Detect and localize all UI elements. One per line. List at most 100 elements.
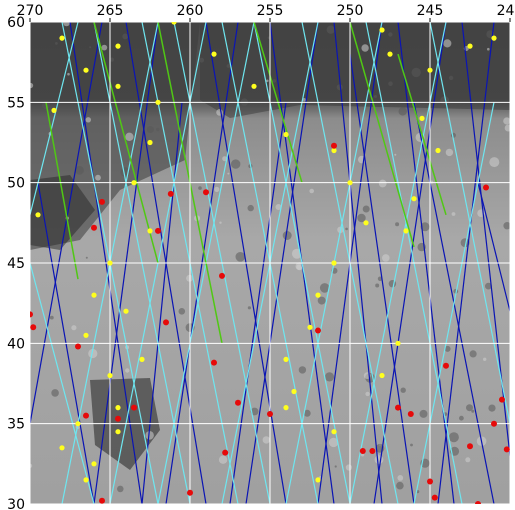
y-tick-label: 40 bbox=[7, 336, 25, 352]
crater bbox=[88, 348, 98, 359]
crater bbox=[145, 431, 154, 440]
observation-dot-red bbox=[75, 343, 81, 350]
observation-dot-red bbox=[163, 319, 169, 326]
crater bbox=[460, 238, 470, 248]
y-tick-label: 45 bbox=[7, 256, 25, 272]
crater bbox=[319, 283, 330, 293]
observation-dot-red bbox=[315, 327, 321, 334]
x-tick-label: 270 bbox=[17, 3, 44, 19]
track-green bbox=[45, 102, 79, 280]
crater bbox=[49, 315, 54, 320]
observation-dot-yellow bbox=[363, 220, 369, 226]
observation-dot-red bbox=[267, 411, 273, 417]
observation-dot-yellow bbox=[403, 228, 409, 234]
crater bbox=[483, 357, 487, 361]
crater bbox=[272, 79, 277, 83]
observation-dot-yellow bbox=[83, 67, 89, 73]
observation-dot-yellow bbox=[315, 292, 321, 298]
crater bbox=[410, 443, 413, 447]
crater bbox=[295, 262, 304, 271]
observation-dot-yellow bbox=[155, 99, 161, 105]
observation-dot-yellow bbox=[315, 477, 321, 483]
observation-dot-yellow bbox=[59, 445, 65, 451]
crater bbox=[445, 148, 454, 157]
observation-dot-red bbox=[91, 224, 97, 231]
crater bbox=[459, 415, 464, 421]
crater bbox=[282, 231, 292, 240]
crater bbox=[394, 153, 397, 156]
crater bbox=[125, 368, 130, 373]
observation-dot-yellow bbox=[291, 388, 297, 395]
crater bbox=[448, 432, 459, 443]
crater bbox=[125, 132, 134, 141]
observation-dot-yellow bbox=[379, 27, 385, 33]
observation-dot-red bbox=[30, 311, 33, 318]
crater bbox=[122, 33, 129, 40]
crater bbox=[75, 165, 84, 175]
observation-dot-yellow bbox=[83, 477, 89, 483]
observation-dot-red bbox=[203, 189, 209, 196]
observation-dot-yellow bbox=[147, 139, 153, 146]
observation-dot-red bbox=[30, 324, 37, 331]
observation-dot-yellow bbox=[307, 324, 313, 330]
observation-dot-yellow bbox=[427, 67, 433, 73]
crater bbox=[374, 455, 384, 464]
crater bbox=[266, 79, 269, 83]
observation-dot-red bbox=[187, 489, 193, 496]
crater bbox=[400, 387, 406, 393]
crater bbox=[326, 25, 335, 34]
dark-terrain-region bbox=[200, 22, 510, 118]
crater bbox=[95, 174, 101, 181]
observation-dot-yellow bbox=[491, 35, 497, 41]
crater bbox=[395, 222, 400, 227]
observation-dot-yellow bbox=[395, 340, 401, 346]
track-blue bbox=[30, 22, 103, 424]
crater bbox=[444, 345, 451, 352]
crater bbox=[451, 212, 456, 216]
observation-dot-yellow bbox=[467, 43, 473, 49]
crater bbox=[109, 57, 114, 62]
observation-dot-red bbox=[503, 446, 510, 453]
observation-dot-yellow bbox=[411, 196, 417, 202]
crater bbox=[317, 296, 326, 305]
y-tick-label: 30 bbox=[7, 497, 25, 510]
crater bbox=[504, 124, 510, 132]
track-cyan bbox=[30, 262, 95, 504]
observation-dot-yellow bbox=[283, 131, 289, 138]
crater bbox=[303, 409, 311, 417]
crater bbox=[146, 126, 154, 133]
observation-dot-yellow bbox=[139, 356, 145, 362]
crater bbox=[178, 308, 186, 315]
crater bbox=[485, 282, 492, 290]
crater bbox=[247, 204, 254, 212]
x-tick-label: 250 bbox=[337, 3, 364, 19]
crater bbox=[489, 157, 500, 168]
observation-dot-red bbox=[369, 448, 376, 454]
crater bbox=[247, 306, 251, 310]
plot-area bbox=[30, 22, 510, 504]
crater bbox=[420, 222, 430, 232]
crater bbox=[30, 82, 34, 89]
observation-dot-yellow bbox=[91, 292, 97, 298]
x-tick-label: 260 bbox=[177, 3, 204, 19]
crater bbox=[101, 44, 108, 51]
crater bbox=[85, 256, 88, 259]
crater bbox=[71, 325, 77, 331]
observation-dot-yellow bbox=[131, 180, 137, 186]
observation-dot-yellow bbox=[107, 260, 113, 266]
observation-dot-red bbox=[491, 420, 497, 427]
crater bbox=[471, 409, 475, 413]
track-green bbox=[397, 53, 447, 216]
crater bbox=[469, 350, 477, 358]
crater bbox=[398, 107, 407, 116]
crater bbox=[51, 389, 59, 397]
observation-dot-yellow bbox=[435, 147, 441, 154]
crater bbox=[443, 39, 452, 48]
crater bbox=[397, 475, 404, 481]
observation-dot-yellow bbox=[387, 51, 393, 57]
observation-dot-yellow bbox=[75, 421, 81, 427]
observation-dot-yellow bbox=[59, 35, 65, 41]
observation-dot-yellow bbox=[347, 180, 353, 186]
crater bbox=[275, 204, 282, 210]
y-tick-label: 60 bbox=[7, 15, 25, 31]
